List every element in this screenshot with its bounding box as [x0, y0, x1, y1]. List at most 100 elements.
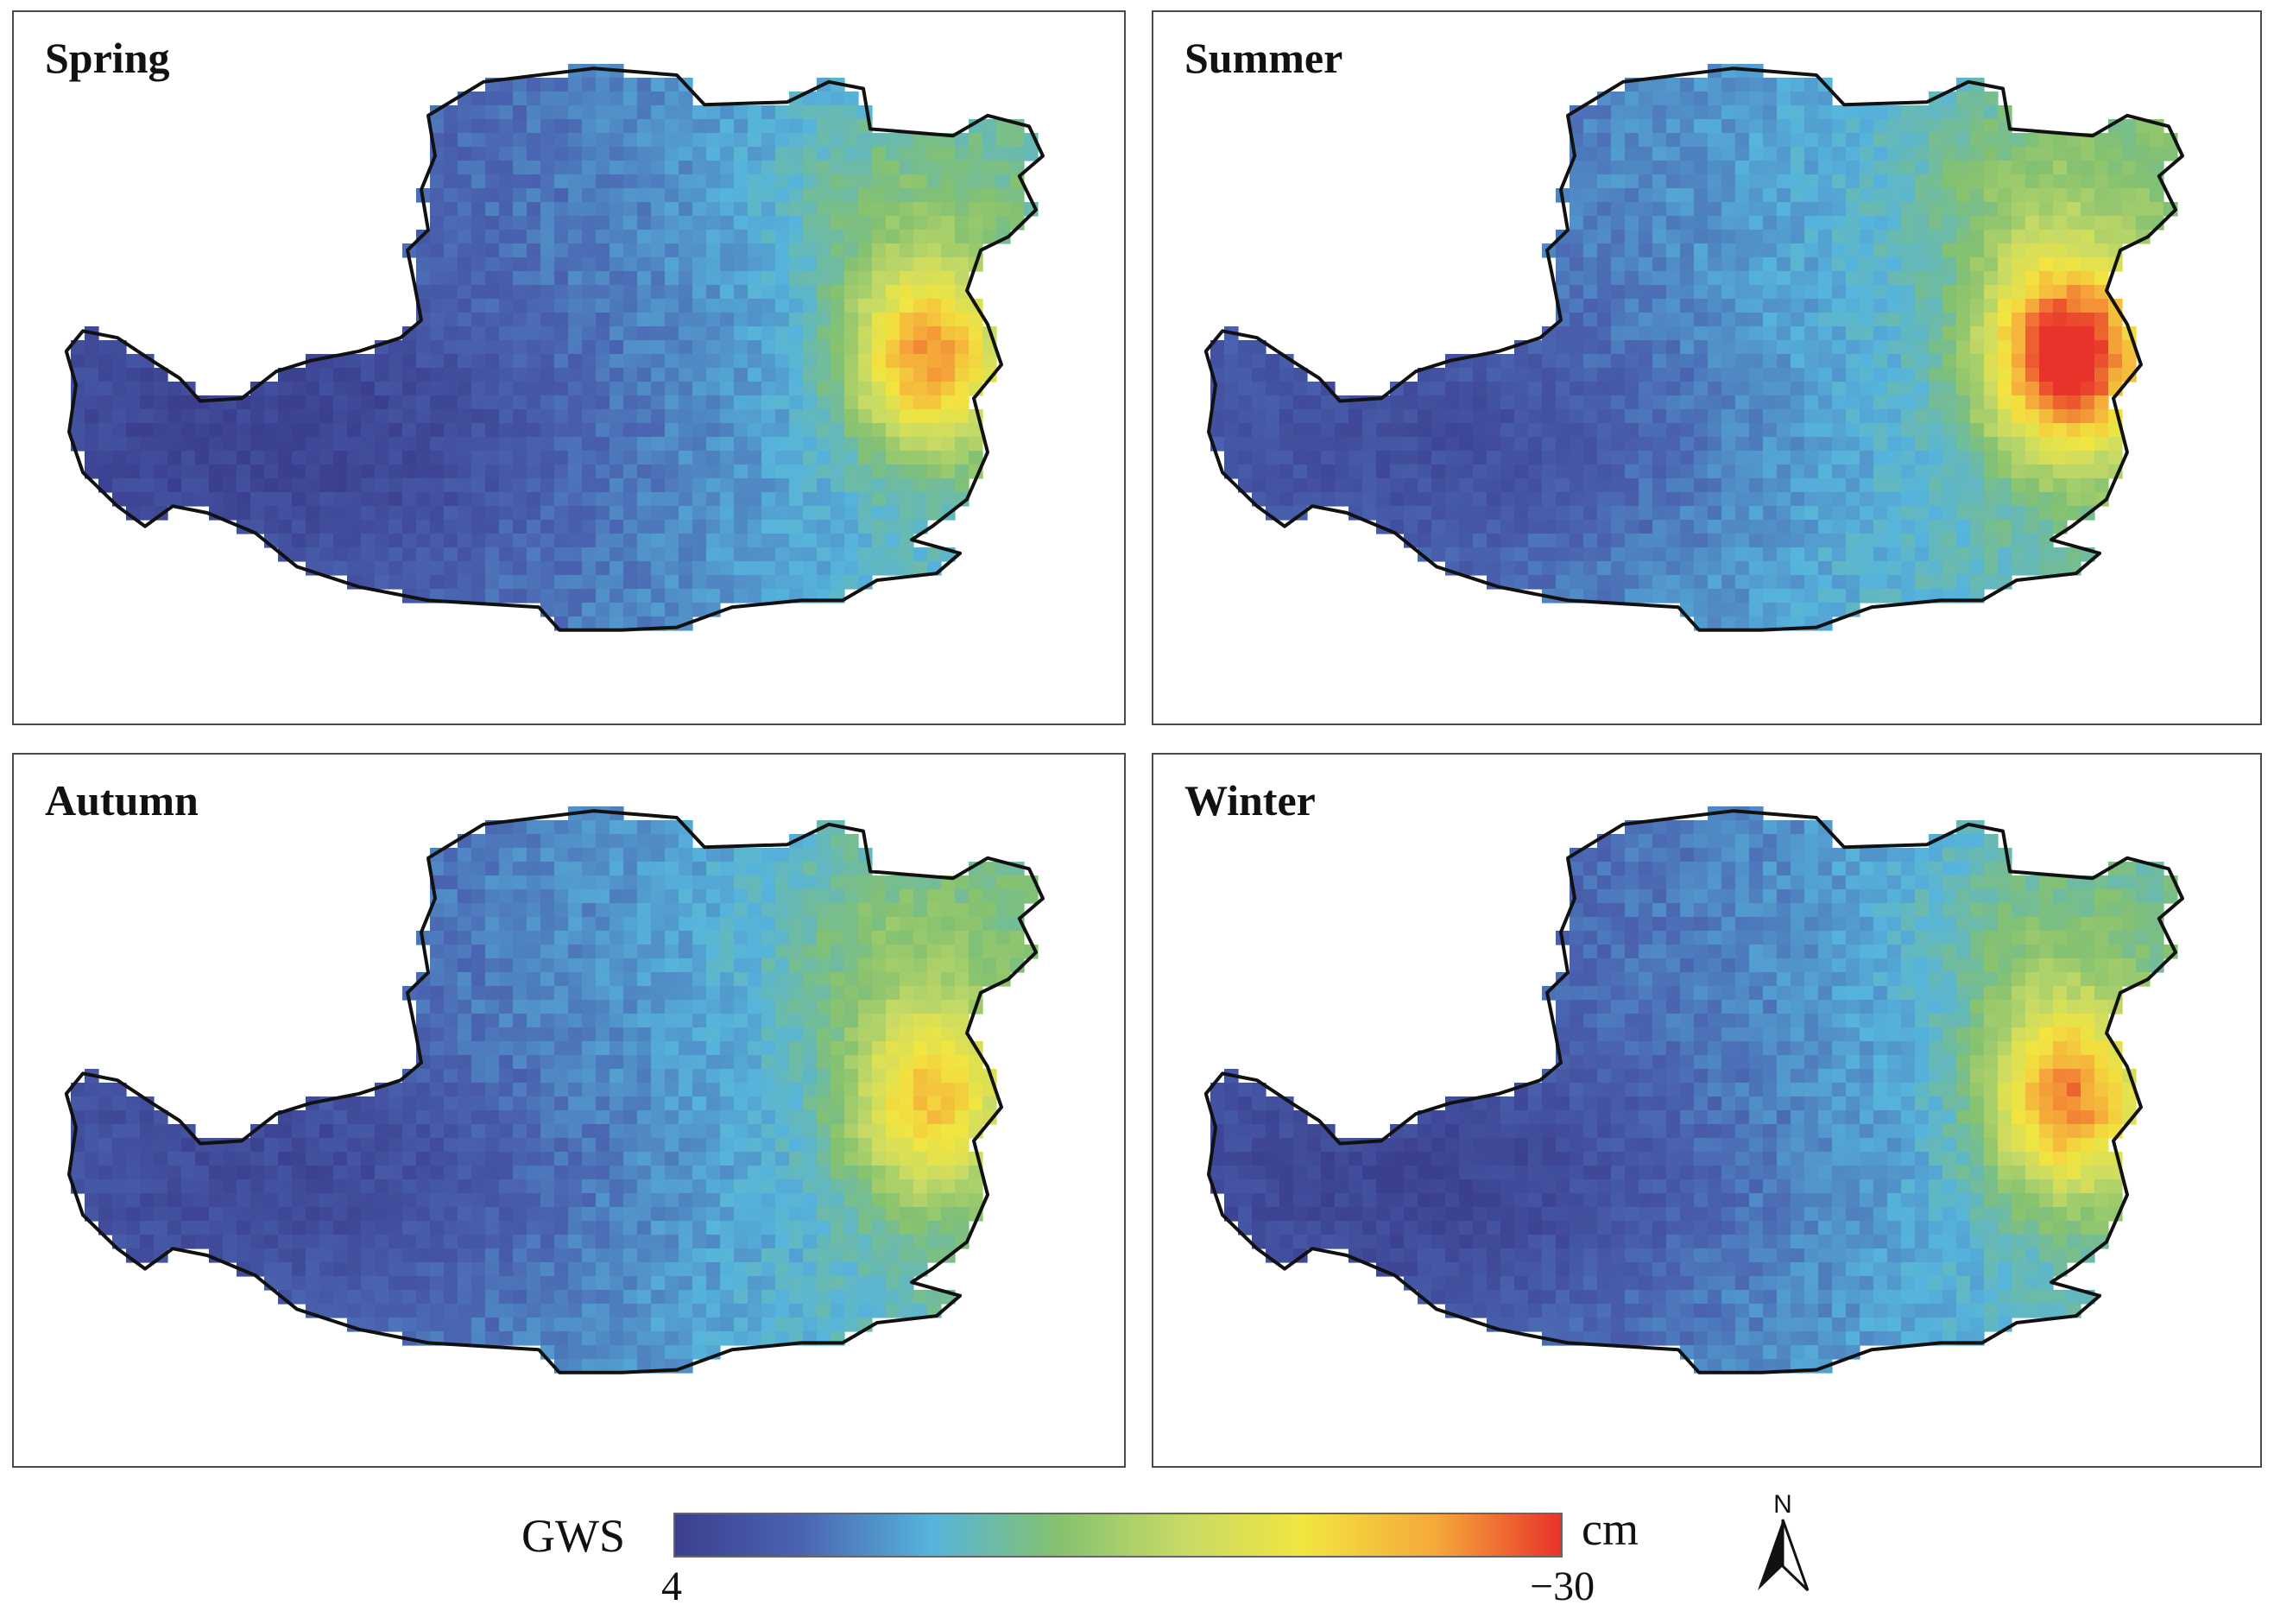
gws-grid-cell: [1708, 478, 1722, 493]
gws-grid-cell: [734, 1014, 749, 1028]
gws-grid-cell: [831, 1014, 845, 1028]
gws-grid-cell: [720, 326, 735, 341]
gws-grid-cell: [1652, 78, 1667, 92]
gws-grid-cell: [941, 202, 956, 217]
gws-grid-cell: [734, 931, 749, 945]
gws-grid-cell: [637, 202, 652, 217]
gws-grid-cell: [2122, 161, 2137, 175]
gws-grid-cell: [1721, 409, 1736, 424]
gws-grid-cell: [458, 945, 472, 959]
gws-grid-cell: [651, 92, 666, 106]
gws-grid-cell: [817, 161, 831, 175]
gws-grid-cell: [637, 368, 652, 382]
gws-grid-cell: [167, 1207, 182, 1222]
gws-grid-cell: [706, 216, 721, 231]
gws-grid-cell: [817, 1166, 831, 1180]
gws-grid-cell: [596, 174, 610, 189]
gws-grid-cell: [748, 133, 762, 148]
gws-grid-cell: [1763, 161, 1778, 175]
gws-grid-cell: [706, 1152, 721, 1166]
gws-grid-cell: [1293, 464, 1308, 479]
gws-grid-cell: [927, 1083, 942, 1097]
gws-grid-cell: [2012, 174, 2026, 189]
gws-grid-cell: [444, 202, 458, 217]
gws-grid-cell: [347, 492, 362, 507]
gws-grid-cell: [858, 1166, 873, 1180]
gws-grid-cell: [623, 1166, 638, 1180]
gws-grid-cell: [540, 299, 555, 313]
gws-grid-cell: [623, 326, 638, 341]
gws-grid-cell: [1556, 285, 1570, 300]
gws-grid-cell: [886, 1069, 900, 1084]
gws-grid-cell: [872, 1014, 887, 1028]
gws-grid-cell: [485, 313, 500, 327]
gws-grid-cell: [1542, 437, 1557, 452]
gws-grid-cell: [706, 575, 721, 590]
gws-grid-cell: [554, 354, 569, 369]
gws-grid-cell: [333, 1096, 348, 1111]
gws-grid-cell: [596, 1069, 610, 1084]
gws-grid-cell: [1556, 271, 1570, 286]
gws-grid-cell: [844, 437, 859, 452]
gws-grid-cell: [568, 1124, 583, 1139]
gws-grid-cell: [775, 1138, 790, 1153]
gws-grid-cell: [803, 972, 818, 987]
gws-grid-cell: [913, 1179, 928, 1194]
gws-grid-cell: [817, 1014, 831, 1028]
gws-grid-cell: [1970, 230, 1985, 244]
gws-grid-cell: [610, 202, 624, 217]
gws-grid-cell: [1652, 492, 1667, 507]
gws-grid-cell: [679, 986, 693, 1001]
gws-grid-cell: [1666, 78, 1681, 92]
gws-grid-cell: [734, 958, 749, 973]
gws-grid-cell: [637, 1152, 652, 1166]
gws-grid-cell: [1418, 520, 1432, 534]
gws-grid-cell: [527, 958, 541, 973]
gws-grid-cell: [596, 1027, 610, 1042]
gws-grid-cell: [527, 451, 541, 465]
gws-grid-cell: [278, 520, 293, 534]
gws-grid-cell: [858, 506, 873, 521]
gws-grid-cell: [540, 834, 555, 849]
gws-grid-cell: [375, 1138, 389, 1153]
gws-grid-cell: [1611, 271, 1626, 286]
gws-grid-cell: [817, 147, 831, 161]
gws-grid-cell: [955, 243, 970, 258]
gws-grid-cell: [1860, 313, 1874, 327]
gws-grid-cell: [319, 1152, 334, 1166]
gws-grid-cell: [527, 1069, 541, 1084]
gws-grid-cell: [306, 506, 320, 521]
gws-grid-cell: [540, 917, 555, 932]
gws-grid-cell: [209, 492, 224, 507]
gws-grid-cell: [1639, 423, 1653, 438]
gws-grid-cell: [803, 368, 818, 382]
gws-grid-cell: [927, 945, 942, 959]
gws-grid-cell: [720, 986, 735, 1001]
gws-grid-cell: [223, 492, 237, 507]
gws-grid-cell: [789, 1055, 804, 1070]
gws-grid-cell: [623, 958, 638, 973]
gws-grid-cell: [1777, 340, 1791, 355]
gws-grid-cell: [527, 547, 541, 562]
gws-grid-cell: [734, 1083, 749, 1097]
gws-grid-cell: [1583, 492, 1598, 507]
gws-grid-cell: [1708, 354, 1722, 369]
gws-grid-cell: [1639, 299, 1653, 313]
gws-grid-cell: [1708, 382, 1722, 396]
gws-grid-cell: [596, 1083, 610, 1097]
gws-grid-cell: [402, 1069, 417, 1084]
gws-grid-cell: [2081, 299, 2095, 313]
gws-grid-cell: [471, 1014, 486, 1028]
gws-grid-cell: [1694, 368, 1709, 382]
gws-grid-cell: [1431, 423, 1446, 438]
gws-grid-cell: [775, 188, 790, 203]
gws-grid-cell: [1763, 313, 1778, 327]
gws-grid-cell: [900, 285, 914, 300]
gws-grid-cell: [1556, 326, 1570, 341]
gws-grid-cell: [1832, 174, 1847, 189]
gws-grid-cell: [789, 174, 804, 189]
panel-title: Autumn: [45, 776, 199, 825]
gws-grid-cell: [430, 216, 445, 231]
gws-grid-cell: [444, 147, 458, 161]
gws-grid-cell: [1721, 257, 1736, 272]
